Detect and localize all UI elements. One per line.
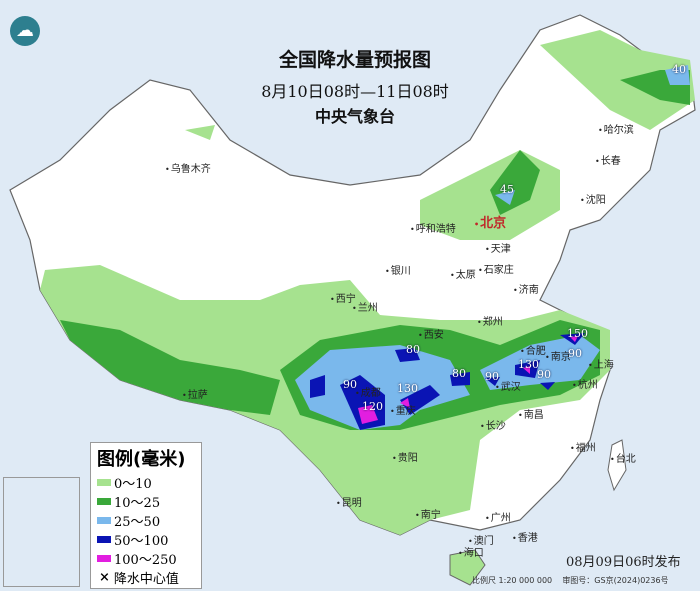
city-label: 呼和浩特 — [410, 220, 456, 235]
rain-center-value: 90 — [537, 368, 551, 381]
rain-center-value: 150 — [567, 327, 588, 340]
rain-center-value: 40 — [672, 63, 686, 76]
rain-center-value: 120 — [362, 400, 383, 413]
rain-center-value: 80 — [406, 343, 420, 356]
city-label: 福州 — [570, 439, 596, 454]
city-label: 哈尔滨 — [598, 121, 634, 136]
city-label: 昆明 — [336, 494, 362, 509]
legend-item: 25～50 — [97, 511, 201, 530]
city-label: 香港 — [512, 529, 538, 544]
city-label: 南昌 — [518, 406, 544, 421]
city-label: 台北 — [610, 450, 636, 465]
city-label: 沈阳 — [580, 191, 606, 206]
rain-center-value: 90 — [343, 378, 357, 391]
city-label: 乌鲁木齐 — [165, 160, 211, 175]
city-label-capital: 北京 — [474, 212, 506, 231]
city-label: 上海 — [588, 356, 614, 371]
city-label: 石家庄 — [478, 261, 514, 276]
legend-item: 50～100 — [97, 530, 201, 549]
city-label: 重庆 — [390, 402, 416, 417]
rain-center-value: 80 — [452, 367, 466, 380]
city-label: 澳门 — [468, 532, 494, 547]
city-label: 海口 — [458, 544, 484, 559]
city-label: 长春 — [595, 152, 621, 167]
city-label: 杭州 — [572, 376, 598, 391]
city-label: 武汉 — [495, 378, 521, 393]
issuer: 中央气象台 — [314, 107, 395, 126]
city-label: 太原 — [450, 266, 476, 281]
cma-logo: ☁ — [10, 16, 40, 46]
forecast-period: 8月10日08时—11日08时 — [261, 82, 449, 101]
scale-and-review: 比例尺 1:20 000 000 审图号：GS京(2024)0236号 — [472, 576, 669, 585]
legend-title: 图例(毫米) — [97, 449, 186, 470]
legend-item: 10～25 — [97, 492, 201, 511]
publish-time: 08月09日06时发布 — [566, 555, 681, 570]
legend-item-center: × 降水中心值 — [99, 570, 179, 587]
city-label: 南宁 — [415, 506, 441, 521]
rain-center-value: 90 — [485, 370, 499, 383]
city-label: 长沙 — [480, 417, 506, 432]
city-label: 合肥 — [520, 342, 546, 357]
city-label: 西安 — [418, 326, 444, 341]
south-china-sea-inset — [3, 477, 80, 587]
city-label: 天津 — [485, 240, 511, 255]
legend: 图例(毫米) 0～10 10～25 25～50 50～100 100～250 ×… — [90, 442, 202, 589]
city-label: 拉萨 — [182, 386, 208, 401]
cross-icon: × — [99, 570, 110, 585]
legend-item: 0～10 — [97, 473, 201, 492]
rain-25-50 — [295, 65, 690, 430]
city-label: 广州 — [485, 509, 511, 524]
city-label: 银川 — [385, 262, 411, 277]
city-label: 西宁 — [330, 290, 356, 305]
taiwan — [607, 439, 627, 492]
rain-center-value: 90 — [568, 347, 582, 360]
city-label: 兰州 — [352, 299, 378, 314]
city-label: 成都 — [355, 384, 381, 399]
city-label: 郑州 — [477, 313, 503, 328]
map-title: 全国降水量预报图 — [278, 49, 431, 71]
rain-center-value: 130 — [518, 358, 539, 371]
rain-center-value: 45 — [500, 183, 514, 196]
legend-item: 100～250 — [97, 549, 201, 568]
city-label: 贵阳 — [392, 449, 418, 464]
city-label: 济南 — [513, 281, 539, 296]
rain-center-value: 130 — [397, 382, 418, 395]
city-label: 南京 — [545, 348, 571, 363]
